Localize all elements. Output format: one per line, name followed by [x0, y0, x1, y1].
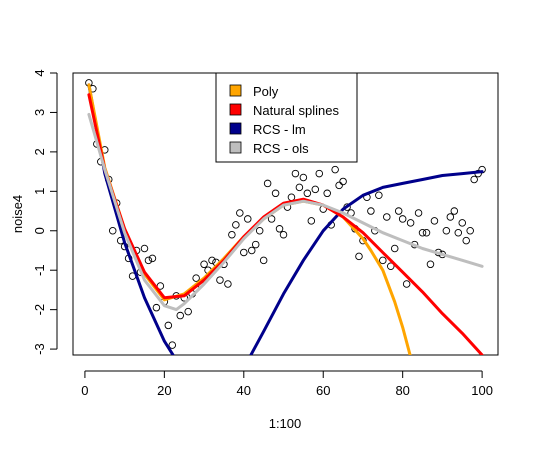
data-point	[216, 276, 224, 284]
data-point	[148, 254, 157, 263]
data-point	[251, 240, 260, 249]
data-point	[168, 341, 177, 349]
data-point	[295, 183, 304, 192]
data-point	[244, 215, 252, 223]
data-point	[379, 256, 387, 265]
series-line-rcs-ols	[87, 112, 484, 312]
data-point	[164, 321, 173, 330]
data-point	[303, 189, 312, 198]
y-tick-label: 2	[32, 148, 47, 155]
data-point	[446, 213, 455, 221]
data-point	[200, 260, 208, 269]
data-point	[259, 256, 268, 265]
data-point	[375, 191, 383, 200]
series-line-rcs-lm	[87, 83, 484, 355]
data-point	[271, 189, 280, 198]
data-point	[232, 221, 240, 229]
data-point	[383, 213, 391, 221]
data-point	[458, 219, 467, 227]
legend-swatch	[229, 103, 242, 116]
data-point	[470, 175, 478, 184]
data-point	[228, 230, 236, 239]
data-point	[402, 280, 411, 288]
y-tick-label: -3	[32, 343, 47, 355]
legend-label: Poly	[253, 84, 279, 99]
data-point	[315, 169, 324, 178]
data-point	[422, 228, 431, 237]
x-tick-label: 20	[157, 383, 171, 398]
legend-label: RCS - ols	[253, 141, 309, 156]
x-tick-label: 100	[471, 383, 493, 398]
data-point	[299, 173, 308, 182]
x-tick-label: 40	[237, 383, 251, 398]
data-point	[247, 246, 256, 255]
data-point	[240, 248, 248, 257]
y-tick-label: 0	[32, 227, 47, 234]
data-point	[339, 177, 347, 186]
data-point	[184, 307, 192, 316]
data-point	[335, 181, 343, 190]
data-point	[462, 236, 470, 245]
data-point	[406, 219, 415, 227]
data-point	[287, 193, 296, 201]
data-point	[367, 207, 375, 215]
data-point	[398, 215, 407, 223]
x-tick-label: 0	[81, 383, 88, 398]
data-point	[454, 228, 463, 237]
data-point	[387, 262, 395, 271]
data-point	[140, 244, 149, 253]
y-tick-label: 3	[32, 109, 47, 116]
y-axis-title: noise4	[10, 195, 25, 233]
data-point	[307, 217, 316, 225]
data-point	[267, 215, 276, 223]
data-point	[466, 227, 474, 235]
data-point	[414, 209, 423, 217]
data-point	[323, 189, 331, 198]
data-point	[263, 179, 272, 188]
data-point	[152, 303, 161, 312]
data-point	[418, 228, 427, 237]
x-axis-title: 1:100	[269, 416, 302, 431]
legend-swatch	[229, 84, 242, 97]
x-tick-label: 60	[316, 383, 330, 398]
data-point	[224, 280, 232, 288]
series-line-natural-splines	[87, 93, 484, 355]
axes: 0 20 40 60 80 100 -3 -2 -1 0 1 2 3 4	[32, 69, 493, 398]
data-point	[426, 260, 435, 269]
data-point	[430, 217, 439, 225]
data-point	[108, 227, 117, 235]
y-tick-label: -1	[32, 264, 47, 276]
data-point	[144, 256, 153, 265]
data-point	[291, 169, 300, 178]
data-point	[192, 274, 200, 282]
fit-lines	[87, 83, 484, 355]
legend-label: Natural splines	[253, 103, 339, 118]
y-tick-label: 4	[32, 69, 47, 76]
data-point	[255, 227, 264, 235]
y-tick-label: -2	[32, 304, 47, 316]
data-point	[394, 207, 403, 215]
legend-swatch	[229, 141, 242, 154]
data-point	[331, 165, 339, 174]
legend-swatch	[229, 122, 242, 135]
data-point	[450, 207, 459, 215]
data-point	[390, 244, 399, 253]
legend-label: RCS - lm	[253, 122, 306, 137]
y-tick-label: 1	[32, 188, 47, 195]
data-point	[208, 256, 216, 265]
data-point	[279, 230, 288, 239]
data-point	[275, 225, 284, 233]
data-point	[355, 252, 363, 261]
data-point	[311, 185, 320, 194]
legend: Poly Natural splines RCS - lm RCS - ols	[215, 72, 358, 163]
data-point	[442, 227, 451, 235]
data-point	[236, 209, 244, 217]
data-point	[176, 311, 184, 320]
x-tick-label: 80	[395, 383, 409, 398]
